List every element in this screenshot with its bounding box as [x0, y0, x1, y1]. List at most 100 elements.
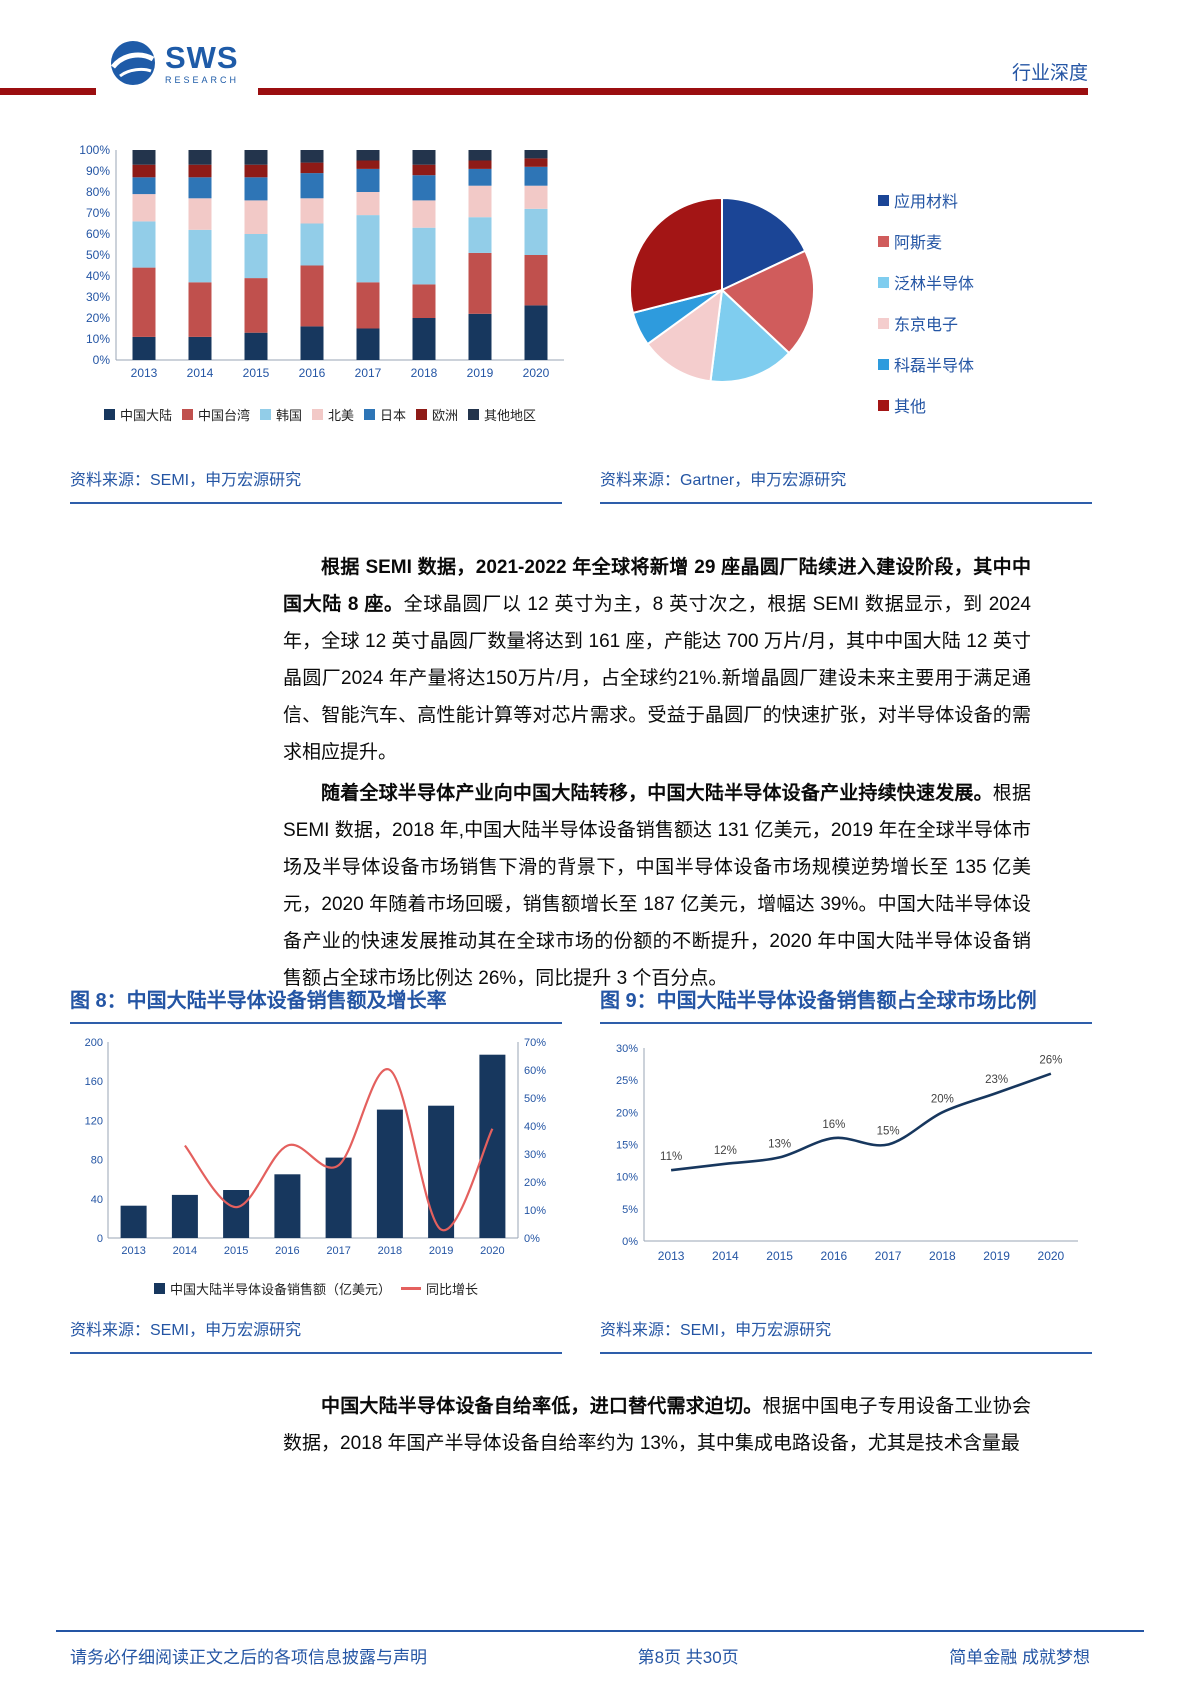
legend-label: 中国大陆	[119, 408, 172, 423]
svg-text:16%: 16%	[822, 1119, 845, 1131]
svg-text:15%: 15%	[877, 1126, 900, 1138]
svg-text:15%: 15%	[616, 1140, 638, 1152]
footer-disclaimer: 请务必仔细阅读正文之后的各项信息披露与声明	[70, 1648, 427, 1667]
svg-text:90%: 90%	[86, 164, 110, 178]
legend-color-swatch	[181, 409, 193, 420]
legend-label: 北美	[327, 408, 354, 423]
legend-color-swatch	[878, 317, 889, 329]
svg-text:2016: 2016	[275, 1245, 299, 1257]
legend-item: 泛林半导体	[878, 270, 974, 294]
svg-text:160: 160	[85, 1076, 103, 1088]
body-paragraph-2: 随着全球半导体产业向中国大陆转移，中国大陆半导体设备产业持续快速发展。根据SEM…	[283, 775, 1031, 997]
figure8-legend: 中国大陆半导体设备销售额（亿美元） 同比增长	[70, 1279, 562, 1298]
svg-text:2015: 2015	[766, 1249, 793, 1263]
svg-text:2018: 2018	[378, 1245, 402, 1257]
report-category-label: 行业深度	[1011, 63, 1088, 84]
legend-color-swatch	[878, 194, 889, 206]
svg-text:2018: 2018	[929, 1249, 956, 1263]
source-note-fig8: 资料来源：SEMI，申万宏源研究	[70, 1316, 562, 1354]
svg-text:10%: 10%	[524, 1205, 546, 1217]
paragraph-text: 根据SEMI 数据，2018 年,中国大陆半导体设备销售额达 131 亿美元，2…	[283, 783, 1031, 989]
svg-text:2014: 2014	[187, 366, 214, 380]
legend-item: 其他地区	[468, 405, 536, 424]
svg-text:50%: 50%	[524, 1093, 546, 1105]
svg-text:60%: 60%	[86, 227, 110, 241]
legend-label: 科磊半导体	[894, 358, 975, 375]
sws-logo-text: SWS RESEARCH	[165, 42, 239, 85]
svg-text:40%: 40%	[524, 1121, 546, 1133]
figure8-title: 图 8：中国大陆半导体设备销售额及增长率	[70, 984, 562, 1024]
legend-item: 东京电子	[878, 311, 974, 335]
figure9-chart-box: 0% 5% 10% 15% 20% 25% 30% 2013 2014 2015 2016 2017 2…	[600, 1032, 1092, 1282]
svg-text:2020: 2020	[1038, 1249, 1065, 1263]
legend-item: 中国大陆半导体设备销售额（亿美元）	[153, 1279, 391, 1298]
legend-color-swatch	[878, 276, 889, 288]
paragraph-lead: 中国大陆半导体设备自给率低，进口替代需求迫切。	[321, 1396, 763, 1417]
sales-growth-chart: 0 40 80 120 160 200 0% 10% 20% 30% 40% 50% 60% 70% 201…	[85, 1037, 547, 1257]
legend-label: 应用材料	[894, 194, 959, 211]
svg-text:2017: 2017	[875, 1249, 902, 1263]
svg-text:13%: 13%	[768, 1138, 791, 1150]
svg-text:40: 40	[91, 1194, 103, 1206]
svg-text:11%: 11%	[660, 1151, 682, 1163]
legend-color-swatch	[878, 235, 889, 247]
svg-text:2020: 2020	[480, 1245, 504, 1257]
svg-text:30%: 30%	[524, 1149, 546, 1161]
legend-item: 应用材料	[878, 188, 974, 212]
legend-item: 北美	[311, 405, 354, 424]
legend-label: 其他地区	[484, 408, 537, 423]
vendor-share-chart-box: 应用材料 阿斯麦 泛林半导体 东京电子 科磊半导体 其他	[600, 148, 1092, 417]
legend-color-swatch	[311, 409, 323, 420]
svg-text:200: 200	[85, 1037, 103, 1049]
svg-text:2015: 2015	[224, 1245, 248, 1257]
legend-label: 同比增长	[426, 1282, 479, 1297]
legend-item: 韩国	[259, 405, 302, 424]
logo-subtitle: RESEARCH	[165, 74, 240, 85]
svg-text:20%: 20%	[524, 1177, 546, 1189]
legend-item: 其他	[878, 393, 974, 417]
svg-text:20%: 20%	[616, 1107, 638, 1119]
svg-text:60%: 60%	[524, 1065, 546, 1077]
svg-text:2020: 2020	[523, 366, 550, 380]
pie-wrap: 应用材料 阿斯麦 泛林半导体 东京电子 科磊半导体 其他	[600, 148, 1092, 417]
legend-line-swatch	[401, 1287, 421, 1290]
legend-color-swatch	[468, 409, 480, 420]
sws-logo-icon	[111, 41, 155, 85]
figure9-title: 图 9：中国大陆半导体设备销售额占全球市场比例	[600, 984, 1092, 1024]
figure8-chart-box: 0 40 80 120 160 200 0% 10% 20% 30% 40% 50% 60% 70% 201…	[70, 1032, 562, 1298]
stacked-bar-chart: 0% 10% 20% 30% 40% 50% 60% 70% 80% 90% 100% 2013 201…	[79, 143, 564, 380]
svg-text:2018: 2018	[411, 366, 438, 380]
pie-chart-legend: 应用材料 阿斯麦 泛林半导体 东京电子 科磊半导体 其他	[878, 188, 974, 417]
svg-text:10%: 10%	[616, 1172, 638, 1184]
svg-text:120: 120	[85, 1115, 103, 1127]
svg-text:70%: 70%	[86, 206, 110, 220]
svg-text:2019: 2019	[983, 1249, 1010, 1263]
svg-text:2017: 2017	[326, 1245, 350, 1257]
svg-text:2014: 2014	[173, 1245, 197, 1257]
source-note-fig9: 资料来源：SEMI，申万宏源研究	[600, 1316, 1092, 1354]
svg-text:2015: 2015	[243, 366, 270, 380]
svg-text:0%: 0%	[93, 353, 111, 367]
source-note-top-right: 资料来源：Gartner，申万宏源研究	[600, 466, 1092, 504]
svg-text:30%: 30%	[616, 1043, 638, 1055]
svg-text:23%: 23%	[985, 1074, 1008, 1086]
legend-label: 欧洲	[432, 408, 459, 423]
svg-text:2016: 2016	[821, 1249, 848, 1263]
legend-item: 欧洲	[416, 405, 458, 424]
svg-text:2013: 2013	[658, 1249, 685, 1263]
svg-text:2019: 2019	[467, 366, 494, 380]
svg-text:2019: 2019	[429, 1245, 453, 1257]
svg-text:2014: 2014	[712, 1249, 739, 1263]
paragraph-text: 全球晶圆厂以 12 英寸为主，8 英寸次之，根据 SEMI 数据显示，到 202…	[283, 594, 1031, 763]
paragraph-lead: 根据 SEMI 数据，2021-2022 年全球将新增 29 座晶圆厂陆续进入建…	[283, 557, 1031, 615]
svg-text:2013: 2013	[121, 1245, 145, 1257]
source-note-top-left: 资料来源：SEMI，申万宏源研究	[70, 466, 562, 504]
source-text: 资料来源：SEMI，申万宏源研究	[600, 1322, 832, 1339]
footer-page-number: 第8页 共30页	[637, 1648, 739, 1667]
footer: 请务必仔细阅读正文之后的各项信息披露与声明 第8页 共30页 简单金融 成就梦想	[0, 1643, 1200, 1668]
legend-label: 韩国	[275, 408, 302, 423]
legend-label: 其他	[894, 399, 927, 416]
legend-label: 东京电子	[894, 317, 959, 334]
svg-text:80%: 80%	[86, 185, 110, 199]
